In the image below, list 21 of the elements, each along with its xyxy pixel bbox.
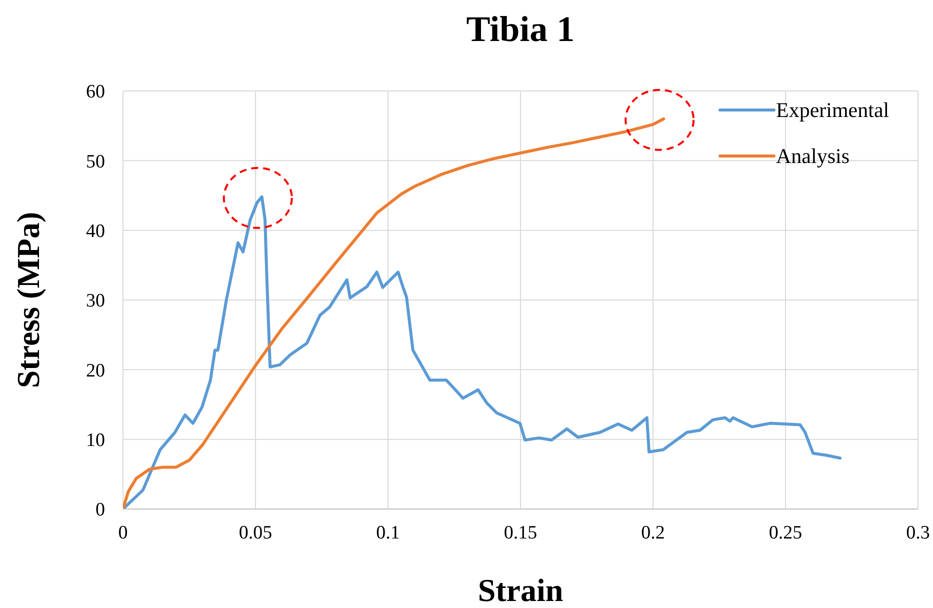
x-tick-label: 0.15 bbox=[504, 522, 538, 544]
x-tick-label: 0 bbox=[118, 522, 128, 544]
y-tick-label: 30 bbox=[86, 290, 105, 312]
x-tick-label: 0.25 bbox=[768, 522, 802, 544]
legend-label: Experimental bbox=[776, 98, 890, 122]
x-tick-label: 0.2 bbox=[641, 522, 665, 544]
x-tick-label: 0.05 bbox=[238, 522, 272, 544]
x-tick-label: 0.1 bbox=[376, 522, 400, 544]
y-axis-title: Stress (MPa) bbox=[9, 210, 47, 390]
x-axis-title: Strain bbox=[476, 572, 564, 608]
y-tick-label: 10 bbox=[86, 430, 105, 452]
y-tick-label: 0 bbox=[96, 500, 105, 521]
line-series bbox=[123, 195, 842, 509]
legend-label: Analysis bbox=[776, 144, 850, 168]
y-tick-label: 20 bbox=[86, 360, 105, 382]
y-tick-label: 60 bbox=[86, 82, 105, 103]
x-tick-label: 0.3 bbox=[906, 522, 930, 544]
line-series bbox=[123, 117, 666, 509]
y-tick-label: 40 bbox=[86, 221, 105, 242]
y-tick-label: 50 bbox=[86, 151, 105, 172]
chart-title: Tibia 1 bbox=[465, 8, 576, 50]
